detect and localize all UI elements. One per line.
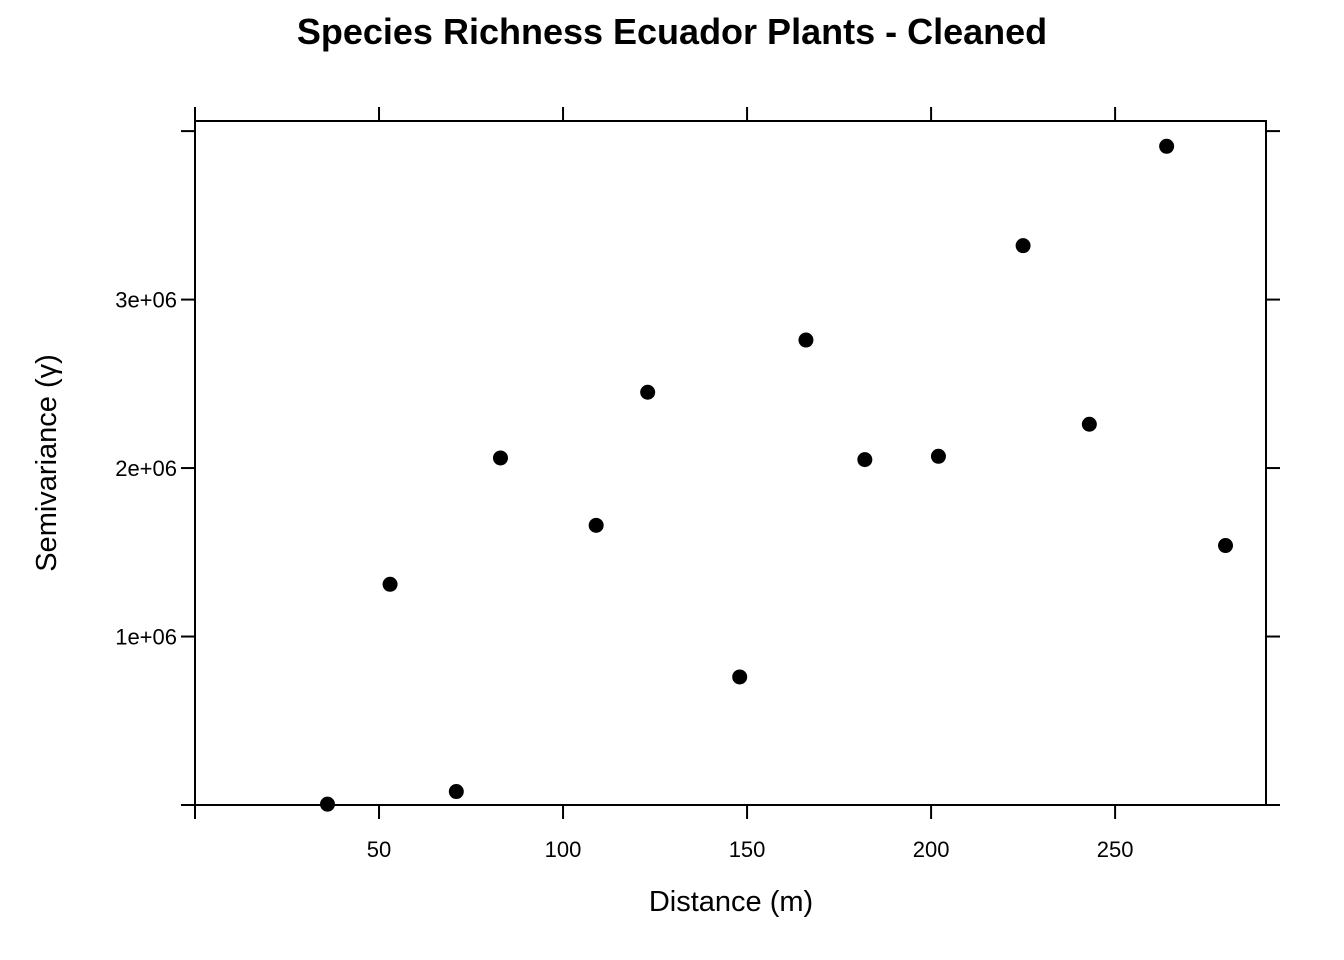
data-point [1218,538,1234,554]
x-tick-label: 250 [1097,837,1134,862]
y-axis-label: Semivariance (γ) [31,354,63,572]
chart-title: Species Richness Ecuador Plants - Cleane… [297,11,1047,52]
data-points [319,138,1234,812]
plot-frame [194,120,1267,806]
data-point [732,669,748,685]
x-axis-label: Distance (m) [649,886,813,918]
x-tick-label: 50 [367,837,391,862]
y-tick-label: 1e+06 [115,625,177,650]
x-axis-ticks: 50 100 150 200 250 [194,107,1134,862]
y-tick-label: 3e+06 [115,288,177,313]
data-point [798,332,814,348]
y-axis-ticks: 1e+06 2e+06 3e+06 [115,130,1280,806]
data-point [1159,138,1175,154]
data-point [319,796,335,812]
data-point [857,452,873,468]
data-point [1081,416,1097,432]
data-point [382,576,398,592]
y-tick-label: 2e+06 [115,456,177,481]
data-point [588,517,604,533]
data-point [1015,238,1031,254]
data-point [640,384,656,400]
data-point [492,450,508,466]
x-tick-label: 150 [729,837,766,862]
x-tick-label: 200 [913,837,950,862]
data-point [448,784,464,800]
x-tick-label: 100 [545,837,582,862]
data-point [930,448,946,464]
